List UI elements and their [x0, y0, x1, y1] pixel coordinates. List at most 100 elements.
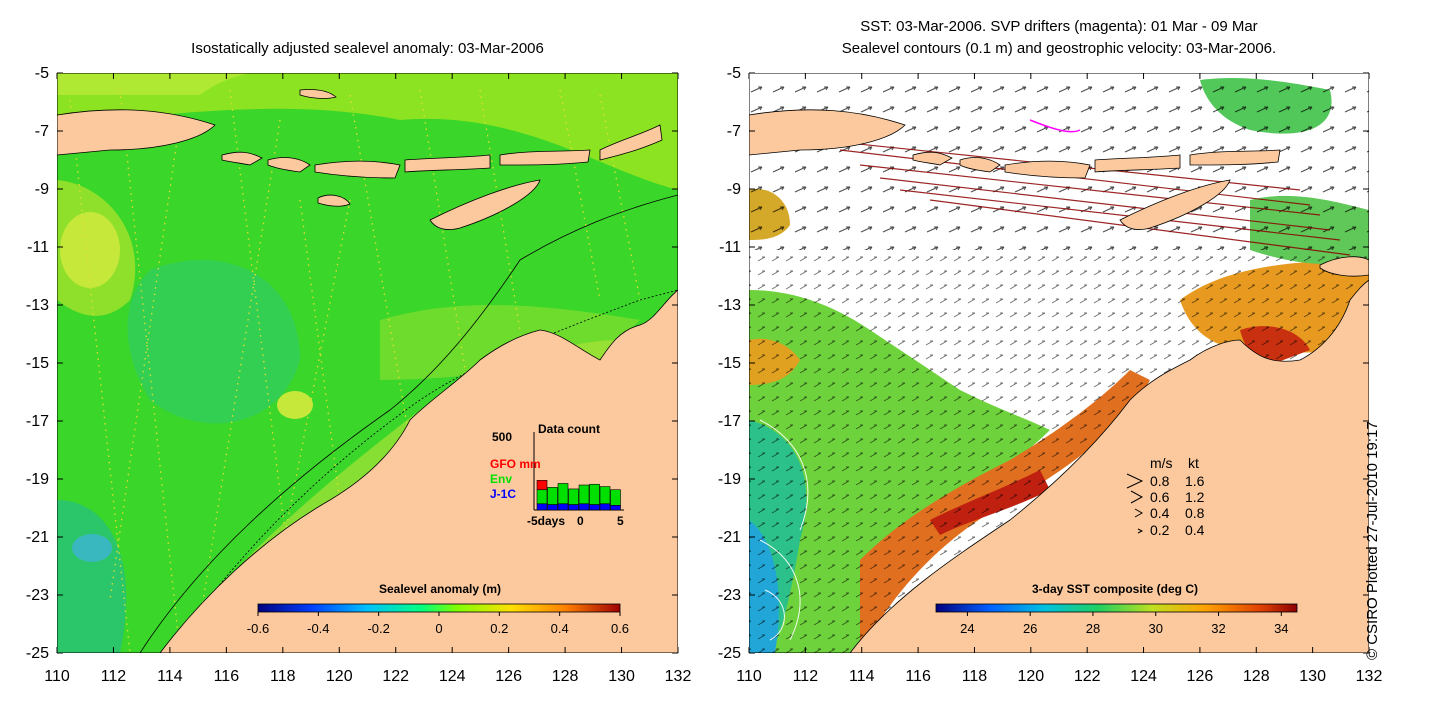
right-xtick-label-126: 126 — [1187, 668, 1214, 685]
left-ytick-label--5: -5 — [35, 65, 49, 82]
credit-text: © CSIRO Plotted 27-Jul-2010 19:17 — [1364, 421, 1381, 660]
inset-xtick-zero: 0 — [577, 514, 584, 528]
sla-colorbar-tick-label--0.2: -0.2 — [367, 621, 389, 636]
right-ytick-label--21: -21 — [718, 529, 741, 546]
left-xtick-label-118: 118 — [270, 668, 296, 685]
sla-colorbar-gradient — [257, 603, 621, 613]
indonesia-islands-right — [749, 109, 1369, 277]
inset-ymax-label: 500 — [492, 430, 512, 444]
inset-title: Data count — [538, 422, 600, 436]
velocity-kt-12: 1.2 — [1185, 489, 1205, 505]
inset-bar-env-0 — [536, 489, 548, 505]
inset-bar-j1c-6 — [599, 503, 611, 511]
inset-legend-gfo: GFO mm — [490, 457, 541, 471]
inset-xtick-start: -5days — [527, 514, 565, 528]
sst-colorbar-tick-label-30: 30 — [1149, 621, 1163, 636]
velocity-kt-08: 0.8 — [1185, 505, 1205, 521]
velocity-kt-04: 0.4 — [1185, 522, 1205, 538]
sla-colorbar-tick-label--0.6: -0.6 — [247, 621, 269, 636]
sla-colorbar-label: Sealevel anomaly (m) — [379, 582, 501, 596]
sla-north-edge — [57, 73, 250, 95]
right-xtick-label-118: 118 — [962, 668, 988, 685]
left-xtick-label-120: 120 — [326, 668, 353, 685]
velocity-arrow-04 — [1134, 508, 1144, 518]
right-ytick-label--23: -23 — [718, 587, 741, 604]
velocity-ms-04: 0.4 — [1150, 505, 1170, 521]
left-map-axes: 110 112 114 116 118 120 122 124 126 128 130 132 -5 -7… — [26, 65, 692, 685]
left-map — [57, 73, 678, 653]
velocity-legend: m/s kt 0.8 1.6 0.6 1.2 0.4 0.8 0.2 0.4 — [1126, 455, 1205, 538]
left-ytick-label--15: -15 — [26, 355, 49, 372]
sla-colorbar-tick-label-0.6: 0.6 — [611, 621, 629, 636]
right-xtick-label-120: 120 — [1017, 668, 1044, 685]
left-xtick-label-116: 116 — [214, 668, 240, 685]
inset-bar-j1c-7 — [610, 505, 621, 511]
velocity-arrow-06 — [1130, 490, 1144, 504]
velocity-legend-header-ms: m/s — [1150, 455, 1173, 471]
left-xtick-label-132: 132 — [665, 668, 692, 685]
velocity-ms-02: 0.2 — [1150, 522, 1170, 538]
left-xtick-label-126: 126 — [495, 668, 522, 685]
inset-bars — [536, 480, 621, 511]
sst-colorbar-tick-label-32: 32 — [1211, 621, 1225, 636]
right-ytick-label--7: -7 — [727, 123, 741, 140]
right-xtick-label-116: 116 — [905, 668, 931, 685]
left-xtick-label-130: 130 — [608, 668, 635, 685]
inset-xtick-end: 5 — [617, 514, 624, 528]
altimeter-tracks — [69, 89, 641, 653]
australia-landmass-right — [849, 279, 1369, 653]
inset-bar-gfo-0 — [536, 480, 548, 491]
right-xtick-label-122: 122 — [1074, 668, 1101, 685]
inset-bar-env-5 — [589, 483, 600, 505]
sst-colorbar-tick-label-34: 34 — [1274, 621, 1288, 636]
left-ytick-label--23: -23 — [26, 587, 49, 604]
sla-colorbar: Sealevel anomaly (m) -0.6 -0.4 -0.2 0 0.2 0.4… — [247, 582, 629, 636]
inset-bar-env-6 — [599, 486, 611, 505]
inset-bar-j1c-0 — [536, 503, 548, 511]
left-xtick-label-124: 124 — [439, 668, 466, 685]
sla-peak-west — [60, 212, 120, 288]
right-ytick-label--25: -25 — [718, 645, 741, 662]
sst-colorbar: 3-day SST composite (deg C) 24 26 28 30 32 34 — [935, 582, 1298, 636]
inset-bar-j1c-3 — [568, 504, 579, 511]
inset-bar-j1c-5 — [589, 504, 600, 511]
sla-colorbar-tick-label-0.4: 0.4 — [551, 621, 569, 636]
right-xtick-label-128: 128 — [1243, 668, 1270, 685]
sst-colorbar-label: 3-day SST composite (deg C) — [1032, 582, 1198, 596]
velocity-arrow-08 — [1126, 473, 1144, 489]
right-ytick-label--15: -15 — [718, 355, 741, 372]
left-xtick-label-112: 112 — [101, 668, 127, 685]
sealevel-contours — [759, 419, 809, 641]
sla-colorbar-tick-label-0.2: 0.2 — [490, 621, 508, 636]
indonesia-islands — [57, 89, 663, 230]
inset-bar-j1c-2 — [557, 503, 569, 511]
velocity-legend-header-kt: kt — [1188, 455, 1199, 471]
sla-colorbar-tick-label--0.4: -0.4 — [307, 621, 329, 636]
left-xtick-label-122: 122 — [382, 668, 409, 685]
left-ytick-label--9: -9 — [35, 181, 49, 198]
sst-colorbar-tick-label-26: 26 — [1023, 621, 1037, 636]
australia-landmass — [159, 289, 678, 653]
left-ytick-label--25: -25 — [26, 645, 49, 662]
left-xtick-label-128: 128 — [552, 668, 579, 685]
velocity-ms-08: 0.8 — [1150, 473, 1170, 489]
inset-legend-env: Env — [490, 472, 512, 486]
velocity-kt-16: 1.6 — [1185, 473, 1205, 489]
sla-low-core — [72, 534, 112, 562]
left-ytick-label--7: -7 — [35, 123, 49, 140]
isobath-solid — [139, 194, 678, 653]
sla-low-centre — [127, 260, 300, 424]
sla-eddy — [277, 391, 313, 419]
sst-colorbar-ticks: 24 26 28 30 32 34 — [960, 612, 1289, 636]
right-xtick-label-124: 124 — [1130, 668, 1157, 685]
left-xtick-label-110: 110 — [44, 668, 70, 685]
left-ytick-label--21: -21 — [26, 529, 49, 546]
right-ytick-label--5: -5 — [727, 65, 741, 82]
shelf-contour-dotted — [169, 289, 678, 653]
sla-high-north — [57, 73, 678, 190]
right-map-title-line2: Sealevel contours (0.1 m) and geostrophi… — [841, 40, 1277, 57]
inset-legend-j1c: J-1C — [490, 487, 516, 501]
velocity-ms-06: 0.6 — [1150, 489, 1170, 505]
right-ytick-label--19: -19 — [718, 471, 741, 488]
